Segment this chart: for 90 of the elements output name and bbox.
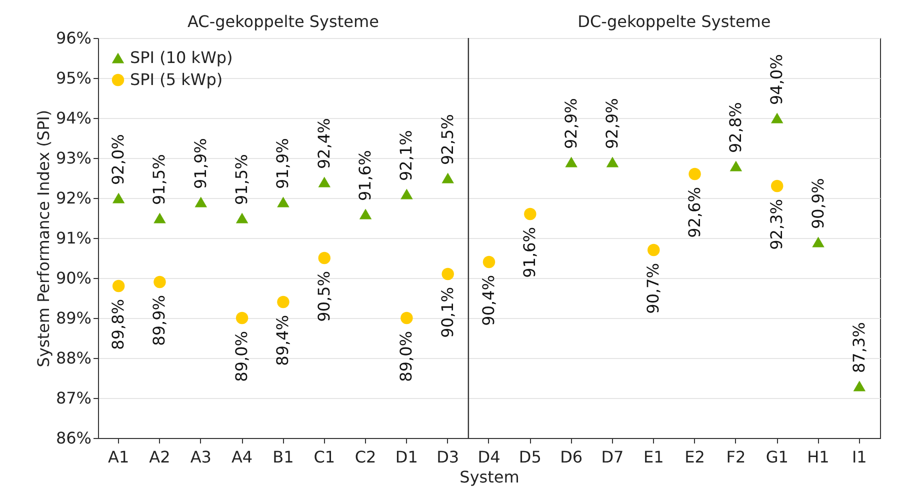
- data-label: 89,0%: [232, 331, 252, 382]
- x-tick-label: A1: [108, 448, 130, 466]
- data-label: 91,5%: [150, 154, 169, 205]
- data-label: 91,9%: [273, 138, 292, 189]
- data-label: 90,9%: [808, 178, 828, 229]
- data-label: 92,3%: [767, 199, 786, 250]
- text: AC-gekoppelte Systeme: [188, 12, 379, 31]
- point: [154, 212, 166, 224]
- y-tick-label: 90%: [56, 268, 92, 288]
- y-tick-label: 93%: [56, 148, 92, 168]
- x-axis-title: System: [460, 468, 520, 486]
- data-label: 91,5%: [232, 154, 252, 205]
- data-label: 90,7%: [644, 263, 663, 314]
- legend-label: SPI (10 kWp): [130, 48, 233, 67]
- data-label: 89,4%: [273, 315, 292, 366]
- point: [442, 172, 454, 184]
- point: [154, 276, 166, 288]
- point: [277, 296, 290, 308]
- data-label: 89,0%: [396, 331, 416, 382]
- data-label: 92,5%: [438, 114, 457, 165]
- legend-label: SPI (5 kWp): [130, 70, 223, 89]
- data-label: 89,9%: [150, 295, 169, 346]
- point: [236, 312, 248, 324]
- point: [318, 252, 330, 264]
- data-label: 92,9%: [561, 98, 580, 149]
- y-axis-title: System Performance Index (SPI): [34, 110, 53, 368]
- data-label: 92,9%: [602, 98, 622, 149]
- x-tick-label: A4: [231, 448, 253, 466]
- point: [853, 380, 866, 392]
- point: [482, 256, 496, 268]
- point: [688, 168, 701, 180]
- x-tick-label: D4: [478, 448, 500, 466]
- data-label: 91,6%: [520, 227, 540, 278]
- x-tick-label: F2: [726, 448, 746, 466]
- x-tick-label: E1: [643, 448, 664, 466]
- point: [442, 268, 454, 280]
- y-tick-label: 94%: [56, 108, 92, 128]
- data-label: 91,6%: [356, 150, 375, 201]
- point: [400, 312, 413, 324]
- data-label: 92,0%: [108, 134, 128, 185]
- y-tick-label: 96%: [56, 28, 92, 48]
- x-tick-label: I1: [852, 448, 867, 466]
- data-label: 92,8%: [726, 102, 745, 153]
- x-tick-label: D7: [601, 448, 624, 466]
- y-tick-label: 87%: [56, 388, 92, 408]
- point: [194, 196, 208, 208]
- point: [277, 196, 290, 208]
- x-tick-label: D6: [560, 448, 583, 466]
- point: [236, 212, 248, 224]
- y-tick-label: 88%: [56, 348, 92, 368]
- data-label: 91,9%: [190, 138, 210, 189]
- data-label: 92,1%: [396, 130, 416, 181]
- x-tick-label: C2: [354, 448, 376, 466]
- point: [112, 192, 125, 204]
- x-tick-label: A2: [149, 448, 170, 466]
- point: [318, 176, 330, 188]
- y-tick-label: 91%: [56, 228, 92, 248]
- data-label: 87,3%: [849, 322, 868, 373]
- x-tick-label: A3: [190, 448, 212, 466]
- point: [565, 156, 578, 168]
- text: DC-gekoppelte Systeme: [578, 12, 771, 31]
- point: [524, 208, 536, 220]
- point: [112, 280, 125, 292]
- x-tick-label: H1: [807, 448, 830, 466]
- y-tick-label: 89%: [56, 308, 92, 328]
- data-label: 90,4%: [479, 275, 498, 326]
- x-tick-label: D5: [518, 448, 542, 466]
- x-tick-label: D1: [395, 448, 418, 466]
- point: [730, 160, 742, 172]
- data-label: 90,1%: [438, 287, 457, 338]
- point: [770, 112, 784, 124]
- data-label: 92,6%: [684, 187, 704, 238]
- point: [648, 244, 660, 256]
- data-label: 90,5%: [314, 271, 334, 322]
- x-tick-label: E2: [684, 448, 705, 466]
- data-label: 94,0%: [767, 54, 786, 105]
- point: [812, 236, 824, 248]
- x-tick-label: B1: [272, 448, 294, 466]
- y-tick-label: 92%: [56, 188, 92, 208]
- point: [770, 180, 784, 192]
- point: [400, 188, 413, 200]
- data-label: 89,8%: [108, 299, 128, 350]
- y-tick-label: 86%: [56, 428, 92, 448]
- point: [359, 208, 372, 220]
- x-tick-label: D3: [436, 448, 460, 466]
- x-tick-label: G1: [766, 448, 788, 466]
- data-label: 92,4%: [314, 118, 334, 169]
- y-tick-label: 95%: [56, 68, 92, 88]
- point: [606, 156, 619, 168]
- x-tick-label: C1: [314, 448, 336, 466]
